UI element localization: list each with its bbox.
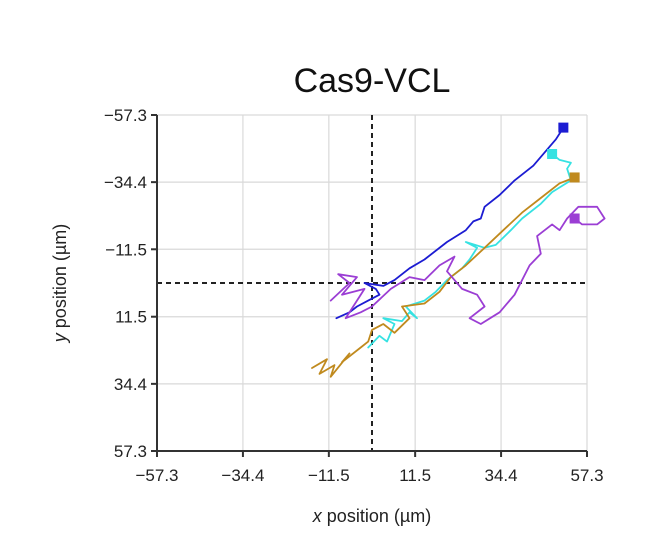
y-tick-label: 57.3	[114, 442, 147, 461]
trajectory-3-line	[311, 176, 576, 378]
y-axis-label-var: y	[50, 332, 70, 344]
chart-title: Cas9-VCL	[294, 62, 451, 100]
y-axis-label-text: position (µm)	[50, 224, 70, 333]
y-tick-label: 11.5	[115, 308, 147, 327]
x-axis-label: x position (µm)	[312, 506, 431, 526]
x-tick-label: −34.4	[221, 466, 264, 485]
trajectory-1-line	[335, 126, 565, 320]
y-tick-label: −11.5	[105, 240, 147, 259]
x-tick-label: −11.5	[308, 466, 350, 485]
series-group	[311, 122, 606, 378]
x-tick-label: 57.3	[570, 466, 603, 485]
reference-lines	[157, 115, 587, 451]
y-tick-label: 34.4	[114, 375, 147, 394]
x-tick-labels: −57.3 −34.4 −11.5 11.5 34.4 57.3	[135, 466, 603, 485]
y-tick-label: −57.3	[104, 106, 147, 125]
y-tick-labels: −57.3 −34.4 −11.5 11.5 34.4 57.3	[104, 106, 147, 461]
y-axis-label: y position (µm)	[50, 224, 70, 344]
trajectory-3-end-marker	[569, 172, 580, 183]
x-axis-label-var: x	[312, 506, 323, 526]
x-tick-label: −57.3	[135, 466, 178, 485]
trajectory-2-line	[367, 153, 572, 349]
trajectory-4-end-marker	[569, 213, 580, 224]
axes	[151, 114, 588, 457]
y-tick-label: −34.4	[104, 173, 147, 192]
x-tick-label: 34.4	[485, 466, 518, 485]
trajectory-2-end-marker	[547, 148, 558, 159]
x-axis-label-text: position (µm)	[322, 506, 431, 526]
trajectory-1-end-marker	[558, 122, 569, 133]
x-tick-label: 11.5	[399, 466, 431, 485]
